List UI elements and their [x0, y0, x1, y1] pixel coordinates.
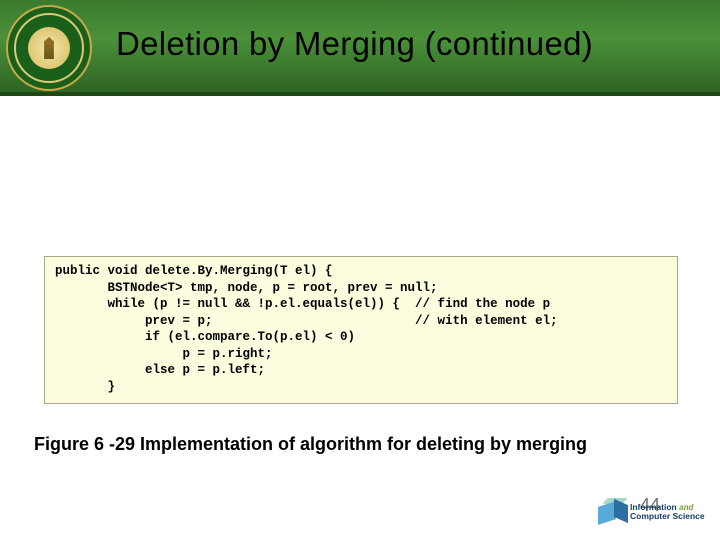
university-logo: [6, 5, 92, 91]
code-block: public void delete.By.Merging(T el) { BS…: [44, 256, 678, 404]
cube-right-face: [614, 499, 628, 523]
slide-header: Deletion by Merging (continued): [0, 0, 720, 96]
cube-icon: [598, 498, 626, 526]
logo-glyph-icon: [42, 37, 56, 59]
department-logo: Information and Computer Science: [598, 492, 708, 532]
slide-title: Deletion by Merging (continued): [116, 25, 593, 63]
footer-text: Information and Computer Science: [630, 503, 705, 521]
logo-center: [28, 27, 70, 69]
figure-caption: Figure 6 -29 Implementation of algorithm…: [34, 434, 587, 455]
footer-line2: Computer Science: [630, 511, 705, 521]
